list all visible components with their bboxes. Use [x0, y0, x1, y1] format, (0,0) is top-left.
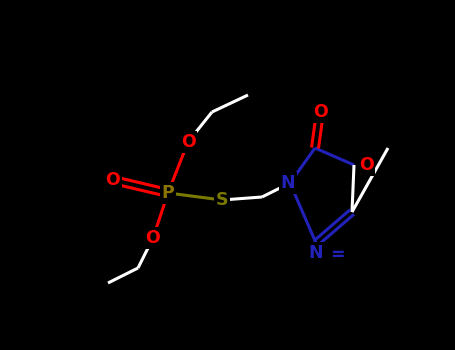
- Text: O: O: [146, 229, 160, 247]
- Text: N: N: [308, 244, 324, 262]
- Text: P: P: [162, 184, 174, 202]
- Text: N: N: [281, 174, 295, 192]
- Text: O: O: [106, 171, 121, 189]
- Text: O: O: [181, 133, 195, 151]
- Text: S: S: [216, 191, 228, 209]
- Text: =: =: [330, 246, 344, 264]
- Text: O: O: [359, 156, 374, 174]
- Text: O: O: [313, 103, 328, 121]
